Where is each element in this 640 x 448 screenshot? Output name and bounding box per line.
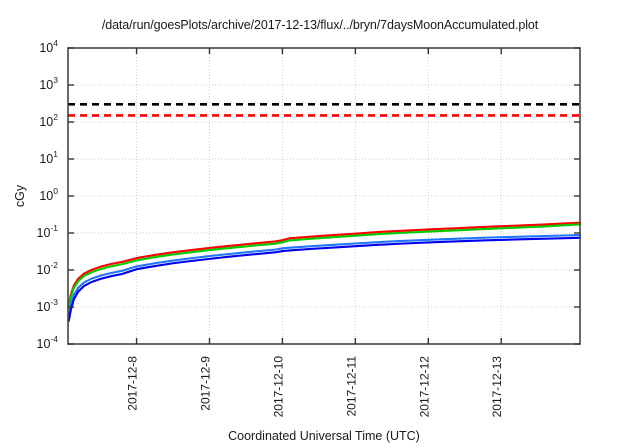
y-tick-label: 10-3 [37,297,59,314]
y-axis-title: cGy [13,184,27,207]
page-title: /data/run/goesPlots/archive/2017-12-13/f… [101,18,539,32]
accumulated-dose-red [67,221,582,306]
x-tick-label: 2017-12-10 [271,356,285,418]
x-tick-label: 2017-12-12 [417,356,431,418]
data-series-layer [67,221,582,322]
y-tick-label: 104 [39,38,58,55]
axis-ticks-layer [68,47,580,345]
accumulated-dose-light-blue [67,234,582,316]
y-tick-label: 102 [39,112,58,129]
x-tick-label: 2017-12-8 [126,356,140,411]
y-tick-label: 101 [39,149,58,166]
x-axis-title: Coordinated Universal Time (UTC) [228,429,420,443]
x-tick-label: 2017-12-11 [344,356,358,417]
x-axis-tick-labels: 2017-12-8 2017-12-9 2017-12-10 2017-12-11 20… [126,356,505,418]
accumulated-dose-dark-blue [67,236,582,322]
y-tick-label: 103 [39,75,58,92]
y-tick-label: 100 [39,186,58,203]
threshold-lines-layer [68,103,580,117]
y-tick-label: 10-4 [37,334,59,351]
y-axis-tick-labels: 104 103 102 101 100 10-1 10-2 10-3 10-4 [37,38,59,351]
x-tick-label: 2017-12-13 [490,356,504,418]
y-tick-label: 10-2 [37,260,59,277]
accumulated-dose-green [67,223,582,309]
x-tick-label: 2017-12-9 [198,356,212,411]
y-tick-label: 10-1 [37,223,59,240]
grid-layer [68,48,580,344]
